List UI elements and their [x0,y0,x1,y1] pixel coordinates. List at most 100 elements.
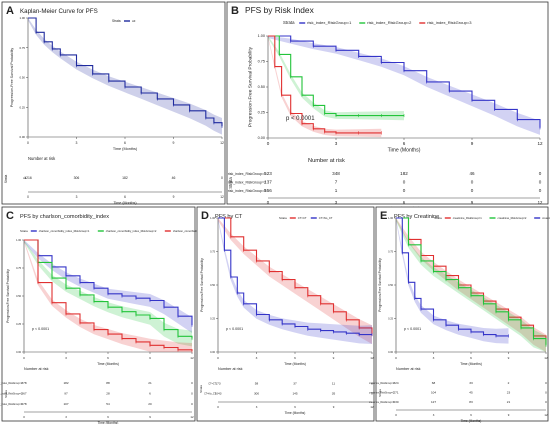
legend-item: creatinine_RiskGroup=2 [497,216,526,220]
x-tick-label: 0 [217,356,219,360]
risk-cell: 182 [400,171,408,176]
risk-cell: 182 [63,381,68,385]
legend-title: Strata [434,216,442,220]
panel-frame [226,1,549,205]
x-tick-label: 3 [433,356,435,360]
risk-cell: 46 [172,176,176,180]
risk-cell: 37 [293,381,297,385]
risk-x-tick-label: 12 [220,195,224,199]
x-tick-label: 0 [395,356,397,360]
risk-cell: 367 [21,391,26,395]
x-axis-label: Time (Months) [284,362,306,366]
y-tick-label: 0.00 [20,135,26,139]
y-tick-label: 0.00 [258,136,265,140]
risk-x-tick-label: 12 [538,200,543,205]
risk-cell: 0 [539,171,542,176]
series-1 [268,35,541,135]
risk-row-label: charlson_comorbidity_index_RiskGroup=1 [0,382,23,385]
y-tick-label: 0.25 [210,318,215,321]
x-tick-label: 12 [220,141,224,145]
risk-cell: 6 [149,391,151,395]
panel-title: Kaplan-Meier Curve for PFS [20,8,98,15]
risk-row-label: risk_index_RiskGroup=2 [228,181,266,185]
risk-cell: 0 [471,180,474,185]
risk-cell: 145 [292,392,297,396]
y-tick-label: 0.75 [388,251,393,254]
risk-x-tick-label: 6 [470,413,472,417]
risk-cell: 35 [332,392,336,396]
risk-cell: 556 [264,188,272,193]
p-value: p < 0.0001 [226,327,243,331]
x-tick-label: 6 [107,356,109,360]
risk-x-tick-label: 9 [173,195,175,199]
risk-x-tick-label: 12 [370,405,374,409]
y-tick-label: 0.75 [210,251,215,254]
y-tick-label: 0.50 [16,295,21,298]
x-tick-label: 12 [544,356,548,360]
legend-title: Strata [20,229,28,233]
panel-title: PFS by charlson_comorbidity_index [20,214,109,220]
legend: Strata charlson_comorbidity_index_RiskGro… [20,229,224,233]
risk-cell: 0 [403,188,406,193]
risk-cell: 11 [332,381,335,385]
risk-cell: 182 [122,176,128,180]
x-axis-label: Time (Months) [460,362,482,366]
x-tick-label: 6 [294,356,296,360]
risk-cell: 0 [539,188,542,193]
x-tick-label: 9 [149,356,151,360]
panel-letter: A [6,5,14,17]
panel-title: PFS by CT [215,214,243,220]
y-tick-label: 0.25 [20,105,26,109]
risk-cell: 21 [148,381,152,385]
panel-letter: D [201,210,209,222]
x-tick-label: 6 [124,141,126,145]
risk-cell: 107 [63,402,68,406]
risk-cell: 23 [507,391,511,395]
series-2 [24,239,193,347]
y-tick-label: 0.75 [258,60,265,64]
ci-band [396,218,509,344]
risk-x-tick-label: 3 [433,413,435,417]
series-1 [28,17,223,135]
risk-x-tick-label: 12 [190,415,194,419]
legend-item: risk_index_RiskGroup=1 [307,20,352,25]
risk-cell: 324 [393,381,398,385]
y-axis-label: Progression-Free Survival Probability [200,258,204,312]
risk-x-tick-label: 0 [27,195,29,199]
risk-row-label: risk_index_RiskGroup=1 [228,172,266,176]
y-tick-label: 0.00 [210,351,215,354]
risk-row-label: CT=CT [208,383,216,385]
legend-title: Strata [112,19,121,23]
legend: Strata creatinine_RiskGroup=1 creatinine_R… [434,216,550,220]
x-tick-label: 9 [173,141,175,145]
series-3 [24,239,193,353]
risk-cell: 88 [106,381,110,385]
risk-table-title: Number at risk [24,367,49,371]
risk-x-tick-label: 6 [403,200,406,205]
p-value: p < 0.0001 [404,327,421,331]
risk-cell: 1216 [24,176,32,180]
series-3 [268,35,382,138]
x-tick-label: 0 [267,141,270,146]
series-2 [218,217,373,344]
y-tick-label: 1.00 [388,217,393,220]
panel-letter: E [380,210,387,222]
x-tick-label: 3 [65,356,67,360]
risk-x-tick-label: 3 [65,415,67,419]
risk-row-label: charlson_comorbidity_index_RiskGroup=2 [0,392,23,395]
risk-x-axis-label: Time (Months) [285,411,306,415]
risk-cell: 1 [335,188,338,193]
risk-cell: 300 [254,392,259,396]
risk-table-title: Number at risk [218,367,243,371]
risk-x-tick-label: 9 [333,405,335,409]
plot-area: 0.00 0.25 0.50 0.75 1.00 0 3 6 9 12 Time (Months) P… [248,34,543,154]
risk-x-tick-label: 6 [294,405,296,409]
legend-item: creatinine_RiskGroup=1 [453,216,482,220]
legend: Strata All [112,19,136,23]
panel-A: A Kaplan-Meier Curve for PFS Strata All 0.00… [1,1,226,205]
x-tick-label: 3 [335,141,338,146]
legend-title: Strata [283,20,295,25]
x-tick-label: 12 [190,356,194,360]
